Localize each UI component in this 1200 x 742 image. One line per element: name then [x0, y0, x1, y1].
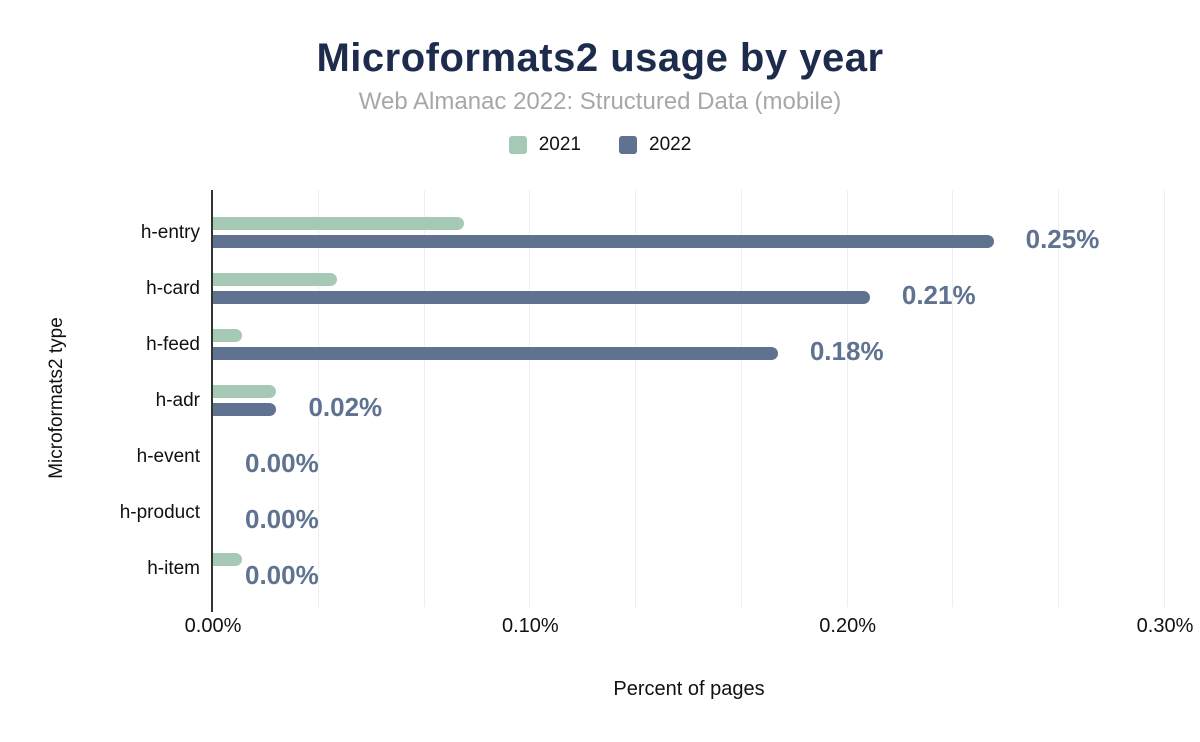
- bar-2021-h-card[interactable]: [213, 273, 337, 286]
- bar-2022-h-card[interactable]: [213, 291, 870, 304]
- x-tick-0.20%: 0.20%: [819, 615, 877, 637]
- category-label-h-entry: h-entry: [140, 222, 200, 243]
- legend-swatch-2021: [508, 136, 527, 154]
- data-label-h-event: 0.00%: [245, 448, 319, 478]
- category-label-h-card: h-card: [146, 278, 200, 299]
- gridline: [317, 190, 319, 607]
- gridline: [740, 190, 742, 607]
- bar-2022-h-adr[interactable]: [213, 403, 277, 416]
- bar-2022-h-entry[interactable]: [213, 235, 994, 248]
- bar-2021-h-adr[interactable]: [213, 385, 277, 398]
- category-label-h-adr: h-adr: [155, 390, 200, 411]
- data-label-h-item: 0.00%: [245, 560, 319, 590]
- data-label-h-product: 0.00%: [245, 504, 319, 534]
- gridline: [423, 190, 425, 607]
- data-label-h-card: 0.21%: [901, 280, 976, 310]
- gridline: [1164, 190, 1165, 607]
- category-label-h-item: h-item: [147, 558, 200, 579]
- bar-2021-h-entry[interactable]: [213, 217, 464, 230]
- y-axis-line: [211, 190, 213, 612]
- x-tick-0.30%: 0.30%: [1136, 615, 1194, 637]
- x-axis-ticks: 0.00% 0.10% 0.20% 0.30%: [0, 615, 1200, 641]
- legend-swatch-2022: [619, 136, 637, 154]
- chart-title: Microformats2 usage by year: [316, 36, 884, 80]
- data-label-h-entry: 0.25%: [1025, 224, 1100, 254]
- gridline: [635, 190, 637, 607]
- chart-subtitle: Web Almanac 2022: Structured Data (mobil…: [358, 88, 842, 115]
- bar-2021-h-feed[interactable]: [213, 329, 242, 342]
- bar-2022-h-feed[interactable]: [213, 347, 778, 360]
- data-label-h-feed: 0.18%: [809, 336, 884, 366]
- plot-area: h-entry 0.25% h-card 0.21% h-feed 0.18% h-adr 0…: [120, 190, 1165, 612]
- x-axis-title: Percent of pages: [613, 678, 765, 700]
- category-label-h-feed: h-feed: [146, 334, 200, 355]
- gridline: [952, 190, 954, 607]
- legend-item-2022[interactable]: 2022: [619, 134, 691, 156]
- legend-item-2021[interactable]: 2021: [508, 134, 581, 156]
- data-label-h-adr: 0.02%: [308, 392, 383, 422]
- legend-label: 2021: [538, 134, 581, 155]
- x-tick-0.10%: 0.10%: [501, 615, 559, 637]
- category-label-h-event: h-event: [136, 446, 200, 467]
- bar-2021-h-item[interactable]: [213, 553, 242, 566]
- gridline: [1058, 190, 1060, 607]
- gridline: [846, 190, 848, 607]
- legend-label: 2022: [649, 134, 692, 155]
- category-label-h-product: h-product: [119, 502, 200, 523]
- gridline: [529, 190, 531, 607]
- legend: 2021 2022: [0, 134, 1200, 156]
- x-tick-0.00%: 0.00%: [184, 615, 242, 637]
